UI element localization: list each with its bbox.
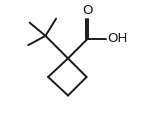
Text: O: O <box>83 4 93 17</box>
Text: OH: OH <box>107 32 128 45</box>
